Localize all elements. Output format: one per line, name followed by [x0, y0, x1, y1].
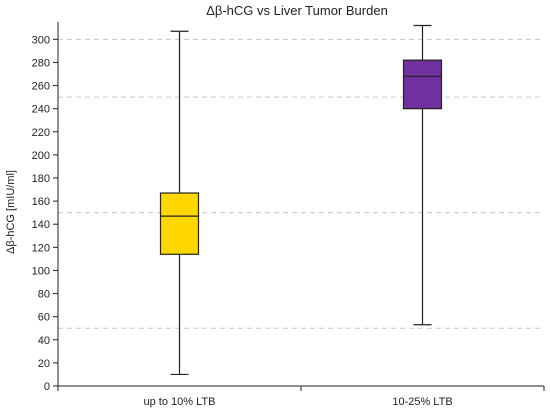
- y-tick-label: 40: [38, 335, 50, 347]
- y-tick-label: 100: [32, 265, 50, 277]
- x-tick-label: 10-25% LTB: [392, 396, 452, 408]
- y-tick-label: 80: [38, 289, 50, 301]
- y-tick-label: 300: [32, 34, 50, 46]
- axes: up to 10% LTB 10-25% LTB 0 20 40 60 80 100 120 14…: [32, 22, 545, 408]
- y-tick-label: 240: [32, 104, 50, 116]
- box-0: [159, 30, 200, 376]
- y-tick-label: 280: [32, 57, 50, 69]
- chart-title: Δβ-hCG vs Liver Tumor Burden: [206, 3, 388, 18]
- boxes-layer: [159, 24, 443, 376]
- y-tick-label: 120: [32, 242, 50, 254]
- y-tick-label: 60: [38, 312, 50, 324]
- x-tick-label: up to 10% LTB: [144, 396, 216, 408]
- y-tick-label: 20: [38, 358, 50, 370]
- y-tick-label: 0: [44, 381, 50, 393]
- y-tick-label: 160: [32, 196, 50, 208]
- iqr-box: [402, 59, 443, 110]
- y-tick-label: 260: [32, 81, 50, 93]
- y-tick-label: 140: [32, 219, 50, 231]
- y-axis-label: Δβ-hCG [mIU/ml]: [5, 170, 17, 254]
- iqr-box: [159, 192, 200, 255]
- gridlines: [58, 38, 544, 329]
- y-tick-label: 220: [32, 127, 50, 139]
- y-tick-label: 180: [32, 173, 50, 185]
- y-tick-label: 200: [32, 150, 50, 162]
- box-1: [402, 24, 443, 326]
